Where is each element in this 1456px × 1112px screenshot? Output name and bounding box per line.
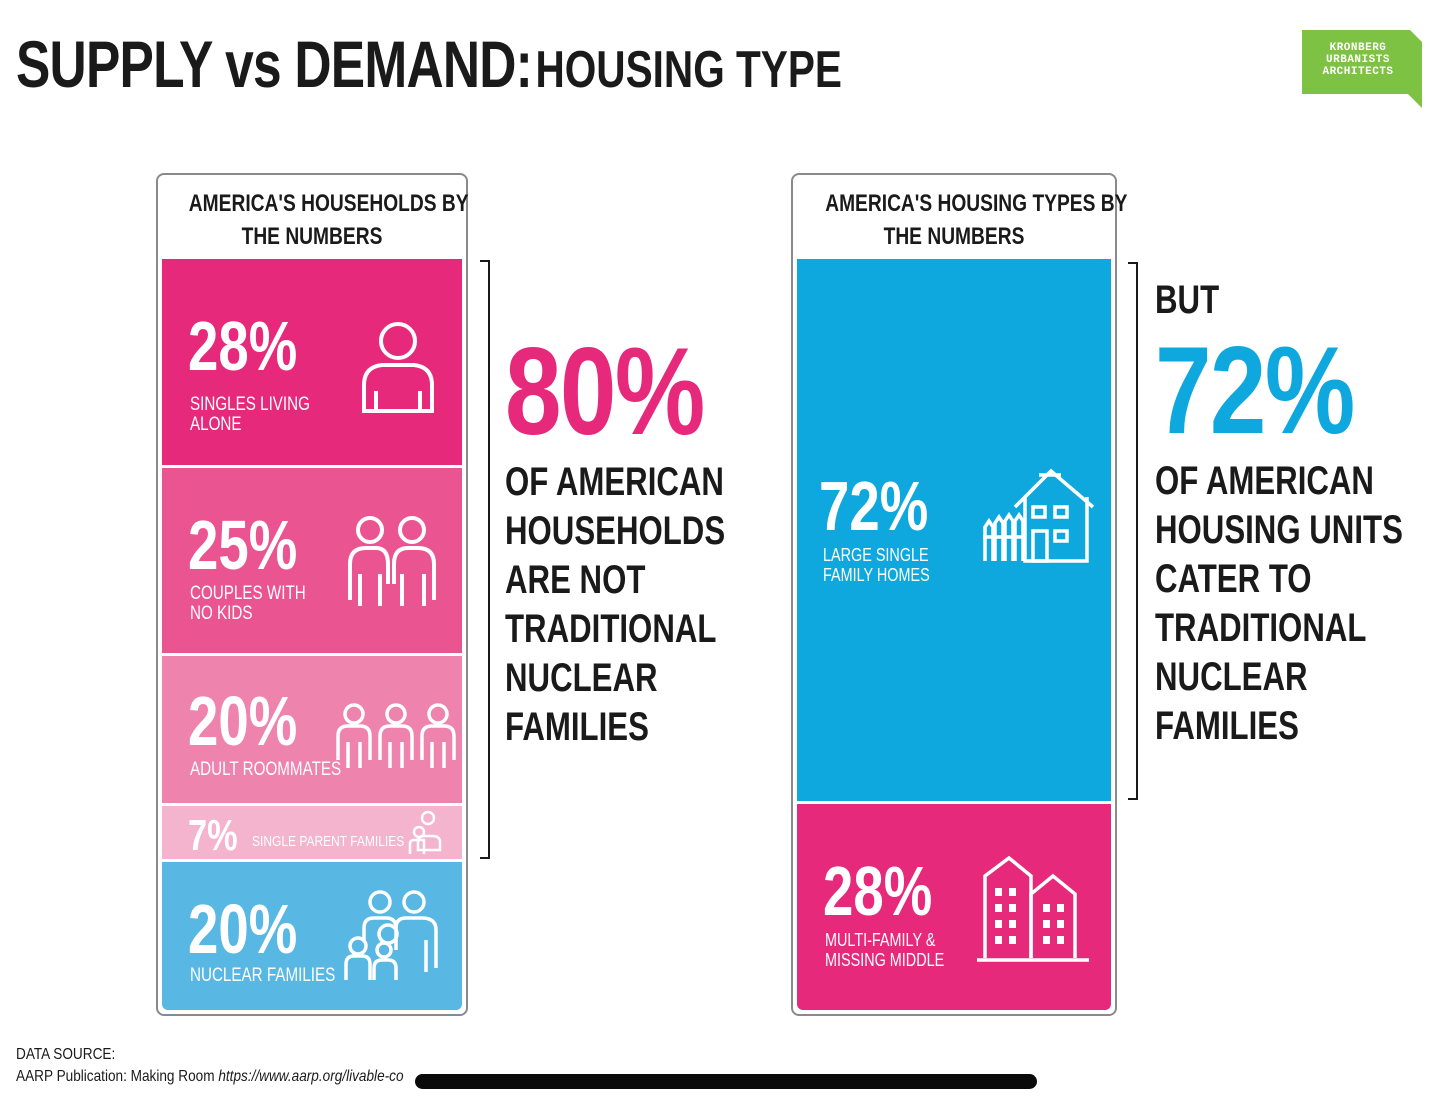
statement-line: OF AMERICAN: [1155, 459, 1374, 503]
logo-line: ARCHITECTS: [1322, 66, 1394, 78]
segment-label: COUPLES WITH NO KIDS: [190, 583, 306, 624]
segment-label: ADULT ROOMMATES: [190, 759, 342, 780]
statement-line: ARE NOT: [505, 558, 646, 602]
statement-line: FAMILIES: [505, 705, 649, 749]
segment-label: LARGE SINGLE FAMILY HOMES: [823, 545, 930, 585]
segment-label: SINGLES LIVING ALONE: [190, 394, 310, 435]
statement-line: TRADITIONAL: [505, 607, 717, 651]
statement-prefix: BUT: [1155, 278, 1220, 322]
data-source: DATA SOURCE: AARP Publication: Making Ro…: [16, 1044, 404, 1088]
logo-line: URBANISTS: [1326, 54, 1390, 66]
households-heading: AMERICA'S HOUSEHOLDS BY THE NUMBERS: [158, 187, 469, 253]
heading-line: THE NUMBERS: [883, 223, 1025, 250]
segment-nuclear: 20% NUCLEAR FAMILIES: [162, 862, 462, 1010]
housing-panel: AMERICA'S HOUSING TYPES BY THE NUMBERS 7…: [791, 173, 1128, 1016]
housing-statement: BUT 72% OF AMERICAN HOUSING UNITS CATER …: [1155, 276, 1456, 751]
statement-line: TRADITIONAL: [1155, 606, 1367, 650]
segment-percent: 20%: [188, 682, 298, 760]
title-sub: HOUSING TYPE: [535, 41, 842, 99]
couple-icon: [348, 516, 436, 606]
redaction-bar: [415, 1074, 1037, 1089]
left-bracket: [480, 260, 490, 859]
nuclear-family-icon: [344, 890, 438, 980]
kronberg-logo: KRONBERG URBANISTS ARCHITECTS: [1302, 30, 1422, 108]
segment-percent: 28%: [823, 852, 933, 930]
segment-single-parent: 7% SINGLE PARENT FAMILIES: [162, 806, 462, 859]
segment-label: MULTI-FAMILY & MISSING MIDDLE: [825, 930, 945, 970]
households-statement: 80% OF AMERICAN HOUSEHOLDS ARE NOT TRADI…: [505, 330, 787, 752]
segment-multi-family: 28% MULTI-FAMILY & MISSING MIDDLE: [797, 804, 1111, 1010]
segment-label: SINGLE PARENT FAMILIES: [252, 833, 405, 850]
statement-line: NUCLEAR: [1155, 655, 1308, 699]
statement-line: OF AMERICAN: [505, 460, 724, 504]
segment-percent: 28%: [188, 307, 298, 385]
right-bracket: [1128, 262, 1138, 800]
single-person-icon: [362, 322, 434, 413]
house-with-fence-icon: [983, 468, 1095, 563]
apartment-buildings-icon: [977, 855, 1089, 962]
page-title: SUPPLY vs DEMAND: HOUSING TYPE: [16, 26, 842, 102]
statement-line: CATER TO: [1155, 557, 1312, 601]
statement-line: HOUSING UNITS: [1155, 508, 1403, 552]
housing-heading: AMERICA'S HOUSING TYPES BY THE NUMBERS: [793, 187, 1128, 253]
data-source-citation: AARP Publication: Making Room https://ww…: [16, 1066, 404, 1088]
statement-line: HOUSEHOLDS: [505, 509, 726, 553]
title-main: SUPPLY vs DEMAND:: [16, 27, 533, 101]
statement-percent: 80%: [505, 323, 705, 461]
segment-percent: 25%: [188, 506, 298, 584]
heading-line: AMERICA'S HOUSING TYPES BY: [825, 190, 1128, 217]
logo-speech-bubble-icon: [1302, 30, 1422, 108]
logo-line: KRONBERG: [1329, 42, 1387, 54]
statement-line: NUCLEAR: [505, 656, 658, 700]
segment-percent: 72%: [819, 467, 929, 545]
data-source-label: DATA SOURCE:: [16, 1046, 116, 1063]
segment-label: NUCLEAR FAMILIES: [190, 965, 336, 986]
segment-singles: 28% SINGLES LIVING ALONE: [162, 259, 462, 465]
segment-roommates: 20% ADULT ROOMMATES: [162, 656, 462, 803]
segment-percent: 7%: [188, 811, 238, 860]
heading-line: THE NUMBERS: [241, 223, 383, 250]
segment-single-family: 72% LARGE SINGLE FAMILY HOMES: [797, 259, 1111, 801]
segment-couples: 25% COUPLES WITH NO KIDS: [162, 468, 462, 653]
statement-percent: 72%: [1155, 322, 1355, 460]
source-link[interactable]: https://www.aarp.org/livable-co: [218, 1068, 404, 1085]
publication-name: AARP Publication: Making Room: [16, 1068, 215, 1085]
segment-percent: 20%: [188, 890, 298, 968]
statement-line: FAMILIES: [1155, 704, 1299, 748]
households-panel: AMERICA'S HOUSEHOLDS BY THE NUMBERS 28% …: [156, 173, 469, 1016]
single-parent-icon: [408, 810, 442, 854]
heading-line: AMERICA'S HOUSEHOLDS BY: [188, 190, 469, 217]
roommates-icon: [336, 703, 456, 768]
